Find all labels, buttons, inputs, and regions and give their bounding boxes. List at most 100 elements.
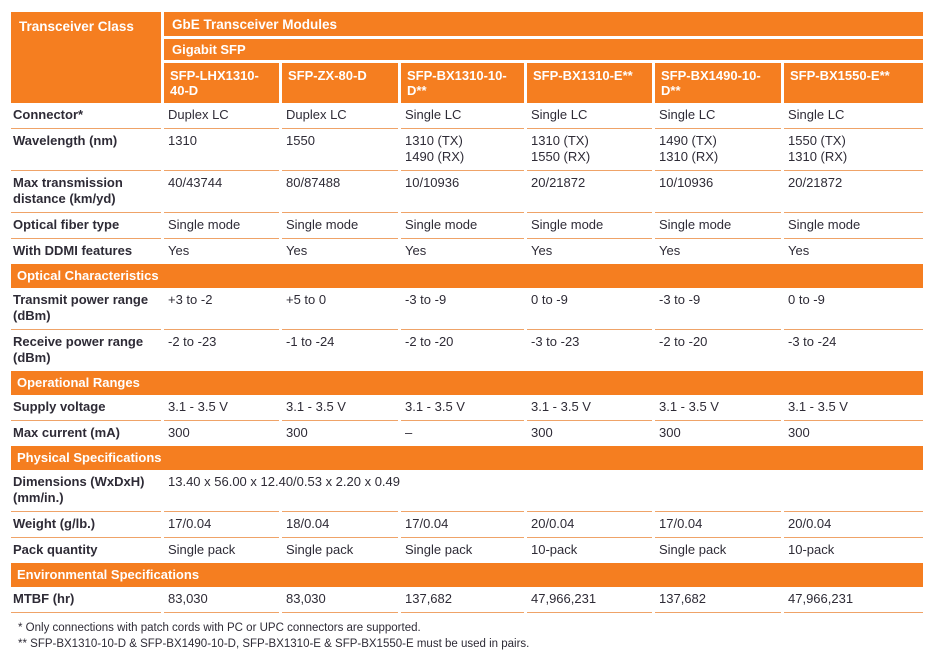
row-label: Transmit power range (dBm) [13, 292, 149, 323]
row-label: Weight (g/lb.) [11, 511, 161, 537]
cell-value: Yes [164, 238, 279, 264]
section-row: Environmental Specifications [11, 563, 924, 587]
table-header: Transceiver Class GbE Transceiver Module… [11, 12, 924, 103]
row-label: Max current (mA) [11, 420, 161, 446]
table-row: Max current (mA) 300 300–300 300 300 [11, 420, 924, 446]
cell-value: 1310 (TX) 1550 (RX) [527, 128, 652, 170]
corner-header: Transceiver Class [11, 12, 161, 103]
cell-value: 1490 (TX) 1310 (RX) [655, 128, 781, 170]
cell-value: -2 to -23 [164, 329, 279, 371]
cell-value: Single pack [282, 537, 398, 563]
cell-value: 3.1 - 3.5 V [168, 399, 228, 414]
cell-value: 10-pack [527, 537, 652, 563]
cell-value: Single pack [164, 537, 279, 563]
cell-value: 1550 [282, 128, 398, 170]
cell-value: -3 to -24 [784, 329, 924, 371]
row-label: Connector* [13, 107, 84, 122]
cell-value: Single LC [788, 107, 845, 122]
cell-value: 47,966,231 [527, 587, 652, 613]
table-row: Transmit power range (dBm) +3 to -2 +5 to … [11, 288, 923, 329]
cell-value: -3 to -9 [405, 292, 447, 307]
cell-value: 0 to -9 [531, 292, 568, 307]
cell-value: +3 to -2 [168, 292, 213, 307]
group-title: GbE Transceiver Modules [164, 12, 924, 39]
table-row: Dimensions (WxDxH)(mm/in.) 13.40 x 56.00 … [11, 470, 923, 511]
footnote: * Only connections with patch cords with… [18, 622, 421, 634]
header-row-group: Transceiver Class GbE Transceiver Module… [11, 12, 924, 103]
cell-value: Single mode [282, 212, 398, 238]
section-row: Operational Ranges [11, 371, 924, 395]
cell-value: Single mode [401, 212, 524, 238]
cell-value: 10/10936 [655, 170, 781, 212]
cell-value: 137,682 [655, 587, 781, 613]
table-row: MTBF (hr) 83,030 83,030 137,682 47,966,231 13… [11, 587, 924, 613]
section-header: Operational Ranges [11, 371, 924, 395]
cell-value: 80/87488 [282, 170, 398, 212]
cell-value: 300 [282, 420, 398, 446]
model-column-header: SFP-BX1310-10-D** [401, 63, 524, 103]
cell-value: Single LC [531, 107, 588, 122]
header-row-subgroup: Gigabit SFP [11, 39, 924, 63]
cell-value: Duplex LC [168, 107, 229, 122]
model-column-header: SFP-BX1550-E** [784, 63, 924, 103]
cell-value: -1 to -24 [282, 329, 398, 371]
cell-value: 3.1 - 3.5 V [531, 399, 591, 414]
cell-value: Yes [655, 238, 781, 264]
cell-value: 13.40 x 56.00 x 12.40/0.53 x 2.20 x 0.49 [168, 474, 401, 489]
row-label: Wavelength (nm) [11, 128, 161, 170]
section-row: Optical Characteristics [11, 264, 924, 288]
cell-value: 3.1 - 3.5 V [286, 399, 346, 414]
cell-value: 83,030 [282, 587, 398, 613]
cell-value: Single pack [655, 537, 781, 563]
cell-value: Single LC [405, 107, 462, 122]
model-column-header: SFP-BX1490-10-D** [655, 63, 781, 103]
table-row: Weight (g/lb.) 17/0.04 18/0.04 17/0.04 20/0.… [11, 511, 924, 537]
cell-value: 20/0.04 [784, 511, 924, 537]
cell-value: Yes [401, 238, 524, 264]
cell-value: Duplex LC [286, 107, 347, 122]
cell-value: – [401, 420, 524, 446]
table-row: Optical fiber type Single mode Single mode… [11, 212, 924, 238]
section-header: Optical Characteristics [11, 264, 924, 288]
cell-value: 137,682 [401, 587, 524, 613]
cell-value: 300 [527, 420, 652, 446]
spec-table: Transceiver Class GbE Transceiver Module… [8, 12, 926, 613]
cell-value: Yes [784, 238, 924, 264]
cell-value: -3 to -23 [527, 329, 652, 371]
cell-value: 17/0.04 [401, 511, 524, 537]
table-row: Max transmission distance (km/yd) 40/4374… [11, 170, 924, 212]
section-header: Physical Specifications [11, 446, 924, 470]
cell-value: +5 to 0 [286, 292, 327, 307]
cell-value: 17/0.04 [164, 511, 279, 537]
cell-value: -3 to -9 [659, 292, 701, 307]
table-row: Supply voltage 3.1 - 3.5 V 3.1 - 3.5 V 3.1 … [11, 395, 923, 420]
section-header: Environmental Specifications [11, 563, 924, 587]
cell-value: 47,966,231 [784, 587, 924, 613]
cell-value: Single mode [784, 212, 924, 238]
cell-value: 10-pack [784, 537, 924, 563]
cell-value: 20/0.04 [527, 511, 652, 537]
cell-value: 1310 [164, 128, 279, 170]
subgroup-title: Gigabit SFP [164, 39, 924, 63]
cell-value: 300 [164, 420, 279, 446]
row-label: MTBF (hr) [11, 587, 161, 613]
table-row: Pack quantity Single pack Single pack Singl… [11, 537, 924, 563]
cell-value: 17/0.04 [655, 511, 781, 537]
row-label: Max transmission distance (km/yd) [11, 170, 161, 212]
cell-value: 83,030 [164, 587, 279, 613]
row-label: Optical fiber type [11, 212, 161, 238]
cell-value: 10/10936 [401, 170, 524, 212]
cell-value: 3.1 - 3.5 V [788, 399, 848, 414]
section-row: Physical Specifications [11, 446, 924, 470]
table-row: With DDMI features Yes Yes Yes Yes Yes Yes [11, 238, 924, 264]
footnote: ** SFP-BX1310-10-D & SFP-BX1490-10-D, SF… [18, 638, 530, 650]
cell-value: 20/21872 [527, 170, 652, 212]
cell-value: 3.1 - 3.5 V [405, 399, 465, 414]
cell-value: Single LC [659, 107, 716, 122]
cell-value: 300 [784, 420, 924, 446]
cell-value: Single mode [527, 212, 652, 238]
table-row: Connector* Duplex LC Duplex LC Single LC Sin… [11, 103, 923, 128]
cell-value: 3.1 - 3.5 V [659, 399, 719, 414]
row-label: Dimensions (WxDxH)(mm/in.) [13, 474, 145, 505]
header-row-models: SFP-LHX1310-40-D SFP-ZX-80-D SFP-BX1310-… [11, 63, 924, 103]
